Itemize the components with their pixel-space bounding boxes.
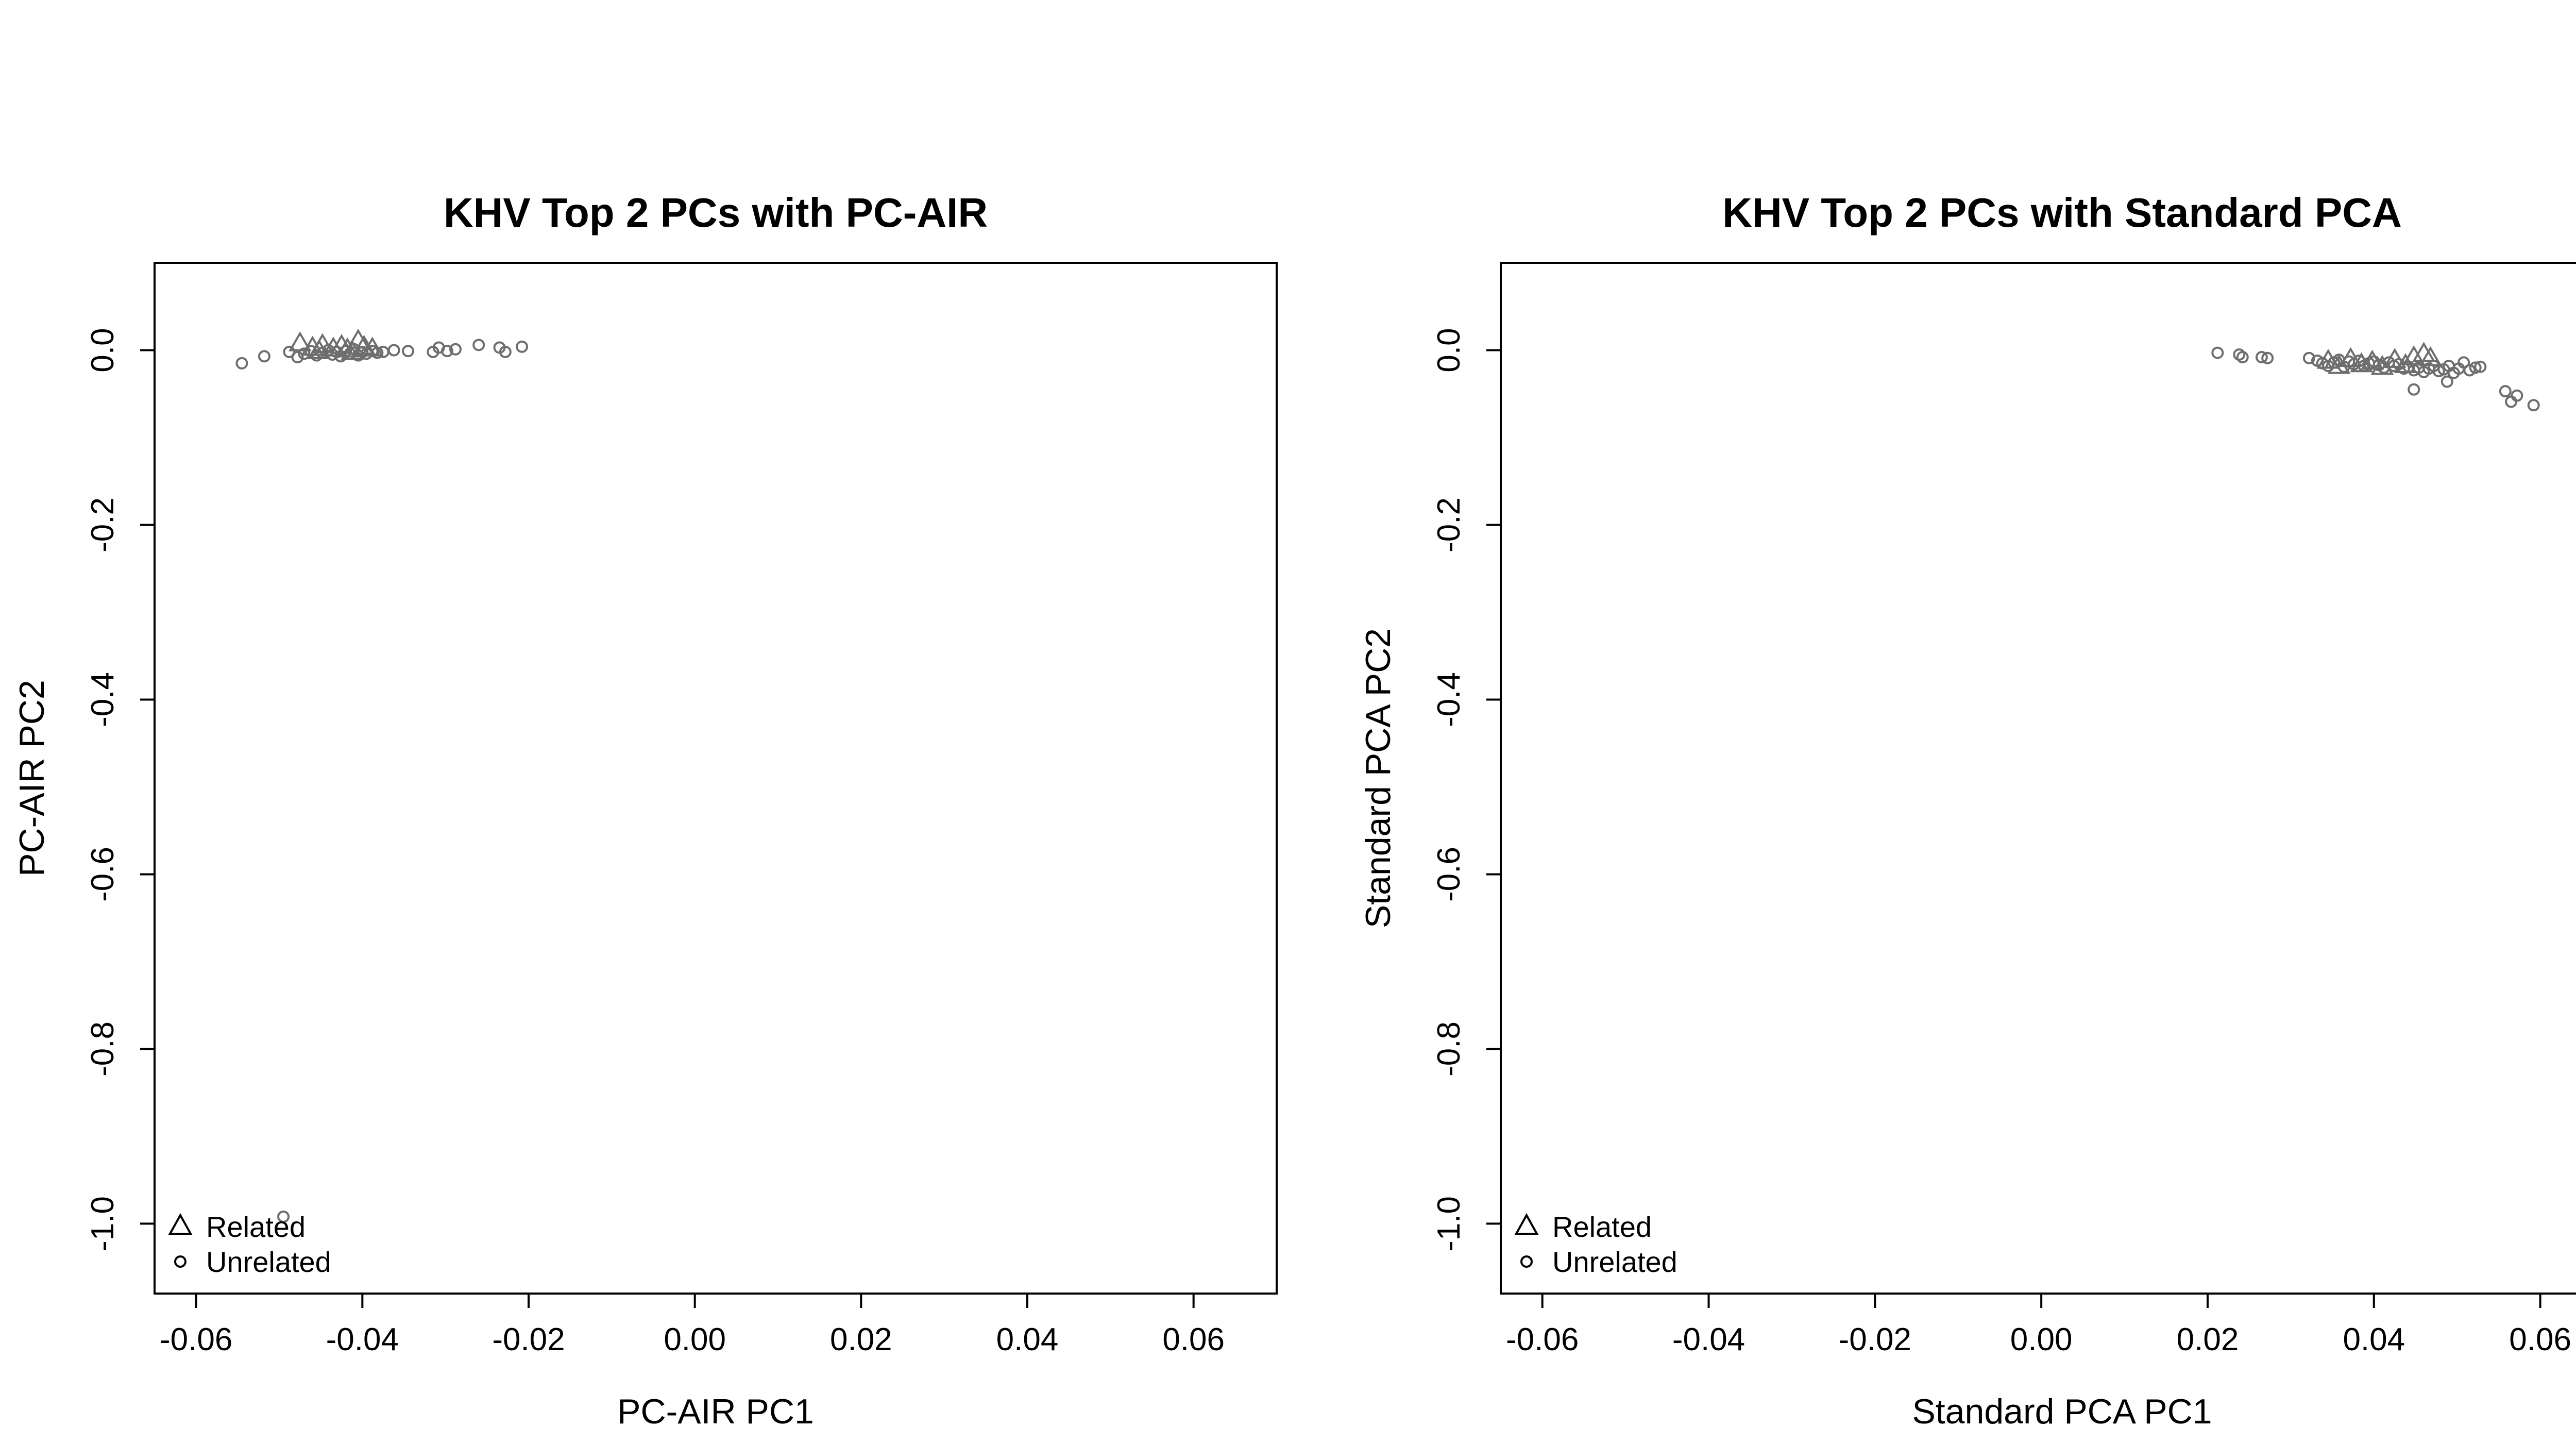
y-tick-label: 0.0 bbox=[85, 328, 121, 372]
y-axis: 0.0 -0.2 -0.4 -0.6 -0.8 -1.0 bbox=[85, 328, 156, 1251]
x-tick-label: -0.06 bbox=[1506, 1322, 1579, 1357]
x-tick-label: -0.02 bbox=[1839, 1322, 1911, 1357]
x-axis-label: PC-AIR PC1 bbox=[617, 1392, 814, 1431]
plot-frame bbox=[1500, 262, 2576, 1295]
point-unrelated bbox=[2408, 383, 2420, 396]
x-tick-label: 0.06 bbox=[2509, 1322, 2571, 1357]
y-tick-label: -0.8 bbox=[1431, 1021, 1467, 1077]
legend-unrelated-label: Unrelated bbox=[206, 1246, 331, 1278]
point-unrelated bbox=[2255, 351, 2268, 364]
point-unrelated bbox=[2499, 385, 2512, 398]
point-unrelated bbox=[440, 345, 453, 358]
y-tick-label: -0.6 bbox=[85, 847, 121, 902]
x-tick-label: 0.04 bbox=[2343, 1322, 2405, 1357]
point-unrelated bbox=[516, 340, 529, 353]
x-tick-label: -0.04 bbox=[1672, 1322, 1745, 1357]
point-unrelated bbox=[2302, 351, 2315, 364]
point-unrelated bbox=[371, 346, 384, 359]
y-tick-label: -1.0 bbox=[1431, 1196, 1467, 1251]
point-unrelated bbox=[298, 347, 311, 360]
plot-panel-2: KHV Top 2 PCs with Standard PCA-0.06 -0.0… bbox=[1359, 190, 2576, 1431]
point-unrelated bbox=[2458, 356, 2470, 369]
x-axis-label: Standard PCA PC1 bbox=[1912, 1392, 2212, 1431]
x-tick-label: 0.04 bbox=[996, 1322, 1059, 1357]
point-unrelated bbox=[235, 357, 248, 370]
y-tick-label: 0.0 bbox=[1431, 328, 1467, 372]
point-unrelated bbox=[402, 345, 415, 358]
y-tick-label: -0.4 bbox=[1431, 672, 1467, 727]
point-unrelated bbox=[310, 349, 323, 362]
point-unrelated bbox=[2463, 364, 2476, 377]
series-unrelated bbox=[235, 339, 529, 1223]
point-unrelated bbox=[2474, 360, 2487, 373]
point-unrelated bbox=[499, 345, 512, 358]
point-unrelated bbox=[2469, 361, 2482, 374]
series-unrelated bbox=[2211, 346, 2540, 412]
x-tick-label: -0.02 bbox=[492, 1322, 565, 1357]
point-unrelated bbox=[2441, 375, 2453, 388]
point-unrelated bbox=[2236, 351, 2249, 364]
point-unrelated bbox=[2527, 399, 2540, 412]
x-axis: -0.06 -0.04 -0.02 0.00 0.02 0.04 0.06 bbox=[1506, 1293, 2571, 1357]
point-unrelated bbox=[472, 339, 485, 351]
y-tick-label: -0.2 bbox=[85, 497, 121, 552]
y-axis: 0.0 -0.2 -0.4 -0.6 -0.8 -1.0 bbox=[1431, 328, 1502, 1251]
legend-unrelated-marker bbox=[1520, 1255, 1533, 1268]
point-related bbox=[2419, 346, 2443, 366]
y-tick-label: -0.6 bbox=[1431, 847, 1467, 902]
point-unrelated bbox=[277, 1210, 290, 1223]
y-tick-label: -0.4 bbox=[85, 672, 121, 727]
x-tick-label: -0.06 bbox=[160, 1322, 232, 1357]
y-axis-label: Standard PCA PC2 bbox=[1359, 628, 1398, 928]
x-tick-label: 0.02 bbox=[2177, 1322, 2239, 1357]
legend-related-label: Related bbox=[206, 1211, 306, 1243]
point-unrelated bbox=[2211, 346, 2224, 359]
y-tick-label: -1.0 bbox=[85, 1196, 121, 1251]
point-unrelated bbox=[2505, 395, 2518, 408]
x-tick-label: 0.00 bbox=[2010, 1322, 2073, 1357]
y-axis-label: PC-AIR PC2 bbox=[12, 680, 52, 877]
point-unrelated bbox=[2511, 389, 2523, 402]
point-unrelated bbox=[2316, 357, 2329, 370]
legend-related-marker bbox=[1514, 1213, 1539, 1235]
x-tick-label: 0.02 bbox=[830, 1322, 892, 1357]
y-tick-label: -0.8 bbox=[85, 1021, 121, 1077]
x-tick-label: -0.04 bbox=[326, 1322, 399, 1357]
plot-frame bbox=[154, 262, 1278, 1295]
point-unrelated bbox=[2261, 351, 2274, 364]
legend-related-marker bbox=[168, 1213, 193, 1235]
y-tick-label: -0.2 bbox=[1431, 497, 1467, 552]
point-unrelated bbox=[291, 351, 304, 364]
chart-title: KHV Top 2 PCs with PC-AIR bbox=[444, 190, 988, 236]
x-axis: -0.06 -0.04 -0.02 0.00 0.02 0.04 0.06 bbox=[160, 1293, 1225, 1357]
x-tick-label: 0.06 bbox=[1162, 1322, 1225, 1357]
chart-title: KHV Top 2 PCs with Standard PCA bbox=[1722, 190, 2402, 236]
point-unrelated bbox=[387, 344, 400, 357]
plot-panel-1: KHV Top 2 PCs with PC-AIR -0.06 -0.04 -0.02… bbox=[12, 190, 1278, 1431]
x-tick-label: 0.00 bbox=[664, 1322, 726, 1357]
legend-related-label: Related bbox=[1552, 1211, 1652, 1243]
legend-unrelated-label: Unrelated bbox=[1552, 1246, 1677, 1278]
point-unrelated bbox=[258, 350, 270, 363]
point-unrelated bbox=[449, 343, 462, 356]
legend-unrelated-marker bbox=[174, 1255, 187, 1268]
